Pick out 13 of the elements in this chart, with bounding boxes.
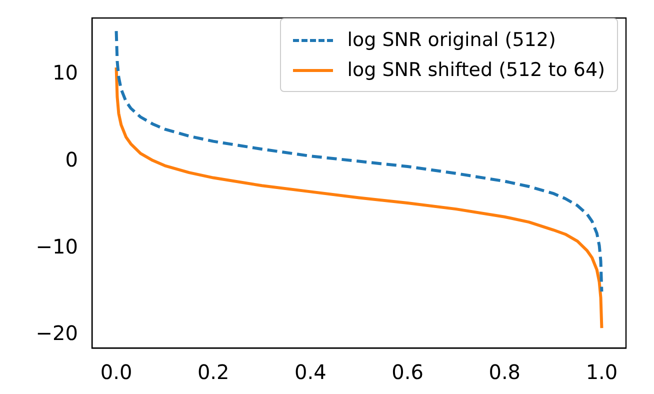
y-tick-label: 0 <box>65 147 78 172</box>
legend-label: log SNR original (512) <box>347 28 556 53</box>
line-series <box>114 30 604 294</box>
x-tick-label: 0.4 <box>294 360 326 384</box>
x-tick-label: 0.6 <box>392 360 424 384</box>
x-tick-label: 0.2 <box>197 360 230 384</box>
legend-label: log SNR shifted (512 to 64) <box>347 58 605 83</box>
x-tick-label: 1.0 <box>586 360 618 384</box>
x-tick-label: 0.0 <box>100 360 132 384</box>
y-tick-label: −20 <box>36 321 78 346</box>
y-tick-label: 10 <box>52 60 78 85</box>
y-tick-label: −10 <box>36 234 78 258</box>
x-tick-label: 0.8 <box>488 360 521 384</box>
